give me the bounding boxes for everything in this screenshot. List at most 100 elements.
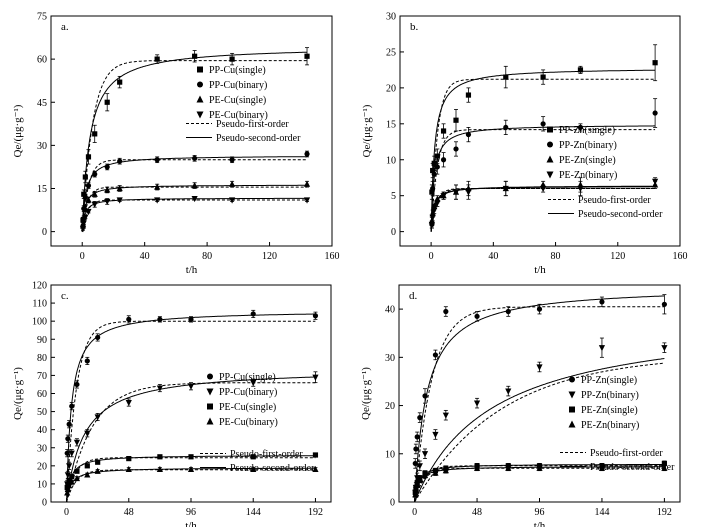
data-point xyxy=(192,155,198,161)
fit-first-order-line xyxy=(81,60,307,232)
legend-marker xyxy=(207,373,213,380)
legend-marker xyxy=(206,417,214,425)
data-point xyxy=(229,157,235,163)
data-point xyxy=(92,131,98,137)
data-point xyxy=(82,174,88,180)
legend-entry: PE-Zn(binary) xyxy=(559,170,617,181)
y-tick-label: 90 xyxy=(37,335,47,346)
x-tick-label: 48 xyxy=(124,507,134,518)
data-point xyxy=(414,481,421,488)
y-tick-label: 0 xyxy=(390,498,395,509)
y-tick-label: 40 xyxy=(37,425,47,436)
legend-marker xyxy=(568,391,576,399)
data-point xyxy=(536,464,543,471)
data-point xyxy=(64,489,71,496)
y-tick-label: 25 xyxy=(386,47,396,58)
data-point xyxy=(434,164,440,170)
data-point xyxy=(156,465,163,473)
data-point xyxy=(413,446,419,452)
legend-entry: PP-Zn(single) xyxy=(581,375,637,386)
data-point xyxy=(91,190,98,197)
y-tick-label: 100 xyxy=(32,317,47,328)
x-tick-label: 120 xyxy=(610,251,625,262)
y-tick-label: 10 xyxy=(37,479,47,490)
x-tick-label: 40 xyxy=(140,251,150,262)
data-point xyxy=(91,201,98,208)
data-point xyxy=(432,352,439,358)
data-point xyxy=(312,452,319,458)
data-point xyxy=(80,220,87,227)
panel-c: 0 48 96 144 192 0 10 20 30 40 50 60 70 80 90 100 110 120 c… xyxy=(12,281,332,527)
data-point xyxy=(440,157,447,163)
data-point xyxy=(74,381,80,388)
data-point xyxy=(85,196,92,203)
data-point xyxy=(503,74,509,80)
panel-a: 0 40 80 120 160 0 15 30 45 60 75 a. t/h Qe/(μg·g⁻¹) PP… xyxy=(12,12,340,277)
x-tick-label: 80 xyxy=(202,251,212,262)
data-point xyxy=(577,185,584,193)
data-point xyxy=(95,334,101,341)
data-point xyxy=(84,430,91,437)
legend-marker xyxy=(197,81,203,88)
legend-fit-entry: Pseudo-second-order xyxy=(590,462,675,473)
legend-entry: PE-Zn(binary) xyxy=(581,420,639,431)
x-axis-label: t/h xyxy=(186,264,198,276)
legend-entry: PE-Zn(single) xyxy=(559,155,616,166)
data-point xyxy=(73,474,81,482)
data-point xyxy=(229,56,235,62)
data-point xyxy=(84,463,90,469)
data-point xyxy=(473,400,481,407)
data-point xyxy=(412,491,419,498)
data-point xyxy=(94,467,101,474)
y-tick-label: 80 xyxy=(37,353,47,364)
y-tick-label: 20 xyxy=(385,401,395,412)
legend-entry: PP-Cu(binary) xyxy=(209,80,267,91)
data-point xyxy=(412,486,420,493)
legend-entry: PP-Zn(binary) xyxy=(559,140,617,151)
data-point xyxy=(116,197,123,204)
data-point xyxy=(228,197,236,204)
fit-first-order-line xyxy=(81,159,307,232)
data-point xyxy=(453,117,459,123)
data-point xyxy=(104,198,111,206)
data-point xyxy=(125,399,132,407)
data-point xyxy=(421,451,429,458)
data-point xyxy=(540,74,546,80)
data-point xyxy=(304,53,310,59)
data-point xyxy=(191,195,198,203)
legend-marker xyxy=(197,66,203,73)
data-point xyxy=(104,186,111,193)
data-point xyxy=(474,313,480,319)
data-point xyxy=(188,316,194,322)
data-point xyxy=(432,431,439,439)
legend-entry: PE-Zn(single) xyxy=(581,405,638,416)
data-point xyxy=(116,184,123,192)
data-point xyxy=(126,456,132,462)
legend-entry: PP-Zn(binary) xyxy=(581,390,639,401)
data-point xyxy=(429,214,436,221)
y-tick-label: 10 xyxy=(386,155,396,166)
data-point xyxy=(303,197,311,204)
y-tick-label: 0 xyxy=(42,498,47,509)
data-point xyxy=(465,131,472,138)
y-tick-label: 45 xyxy=(37,98,47,109)
fit-first-order-line xyxy=(66,469,316,503)
data-point xyxy=(465,92,472,98)
data-point xyxy=(598,464,606,471)
data-point xyxy=(74,468,80,474)
data-point xyxy=(94,414,101,421)
data-point xyxy=(69,474,75,480)
data-point xyxy=(95,459,101,465)
legend-marker xyxy=(568,420,576,428)
data-point xyxy=(652,178,659,185)
y-tick-label: 15 xyxy=(386,119,396,130)
legend-marker xyxy=(196,95,204,103)
panel-label: b. xyxy=(410,21,419,33)
data-point xyxy=(191,182,198,189)
data-point xyxy=(505,464,512,471)
data-point xyxy=(154,56,160,62)
data-point xyxy=(65,436,71,442)
data-point xyxy=(443,308,449,315)
legend-marker xyxy=(569,376,575,383)
data-point xyxy=(661,464,668,471)
